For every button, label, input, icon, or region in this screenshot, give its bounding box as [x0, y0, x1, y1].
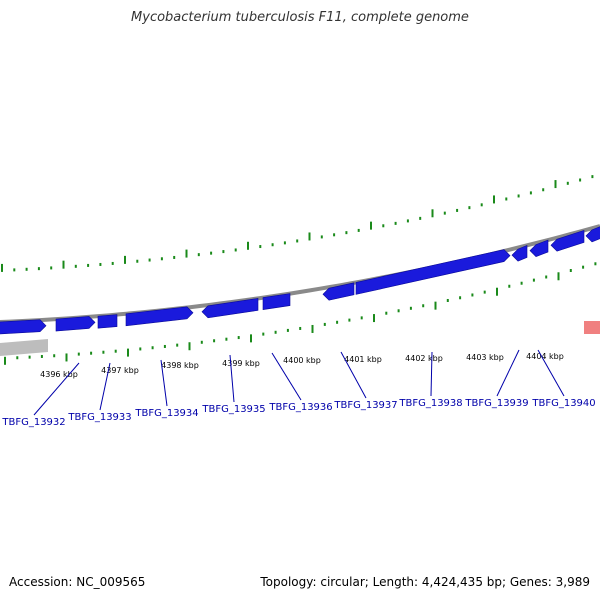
- kbp-label: 4399 kbp: [222, 359, 260, 368]
- gene-leader-line: [340, 351, 367, 399]
- gene-leader-line: [229, 354, 235, 403]
- map-title: Mycobacterium tuberculosis F11, complete…: [131, 10, 469, 25]
- gene-label: TBFG_13932: [1, 417, 65, 428]
- gene-arrow: [201, 298, 259, 319]
- gene-leader-line: [160, 359, 168, 407]
- gene-leader-line: [496, 349, 520, 397]
- gene-arrow: [511, 244, 528, 262]
- gray-feature: [0, 339, 48, 356]
- gene-label: TBFG_13940: [531, 398, 595, 409]
- gene-leader-line: [99, 362, 111, 411]
- gene-track: [0, 226, 600, 335]
- gene-arrow: [55, 316, 96, 332]
- gene-label: TBFG_13935: [201, 404, 265, 415]
- kbp-label: 4398 kbp: [161, 361, 199, 370]
- gene-label: TBFG_13933: [67, 412, 131, 423]
- gene-label: TBFG_13937: [333, 400, 397, 411]
- gene-label: TBFG_13936: [268, 402, 332, 413]
- backbone-line: [0, 224, 600, 324]
- gene-arrow: [97, 314, 118, 329]
- gene-arrow: [262, 293, 291, 310]
- gene-labels: TBFG_13932 TBFG_13933 TBFG_13934 TBFG_13935…: [1, 349, 596, 428]
- accession-text: Accession: NC_009565: [9, 575, 146, 589]
- gene-label: TBFG_13938: [398, 398, 462, 409]
- gc-content-inner-track: [4, 262, 597, 365]
- gene-leader-line: [537, 349, 565, 397]
- gc-content-outer-track: [1, 175, 594, 272]
- gene-leader-line: [33, 362, 80, 416]
- other-features: [0, 321, 600, 356]
- gene-arrow: [125, 306, 194, 327]
- kbp-label: 4397 kbp: [101, 366, 139, 375]
- kbp-scale: 4396 kbp 4397 kbp 4398 kbp 4399 kbp 4400 kbp…: [40, 352, 564, 379]
- pink-feature: [584, 321, 600, 334]
- gene-arrow: [550, 229, 585, 252]
- kbp-label: 4401 kbp: [344, 355, 382, 364]
- gene-arrow: [529, 239, 549, 257]
- gene-arrow: [0, 319, 47, 335]
- genome-backbone: [0, 224, 600, 324]
- kbp-label: 4396 kbp: [40, 370, 78, 379]
- kbp-label: 4400 kbp: [283, 356, 321, 365]
- kbp-label: 4403 kbp: [466, 353, 504, 362]
- gene-label: TBFG_13934: [134, 408, 198, 419]
- gene-arrow: [355, 249, 511, 295]
- gene-leader-line: [430, 351, 433, 397]
- kbp-label: 4404 kbp: [526, 352, 564, 361]
- gene-label: TBFG_13939: [464, 398, 528, 409]
- gene-leader-line: [271, 352, 302, 401]
- gene-arrow: [585, 226, 600, 243]
- topology-text: Topology: circular; Length: 4,424,435 bp…: [260, 575, 590, 589]
- gene-arrow: [322, 282, 355, 301]
- kbp-label: 4402 kbp: [405, 354, 443, 363]
